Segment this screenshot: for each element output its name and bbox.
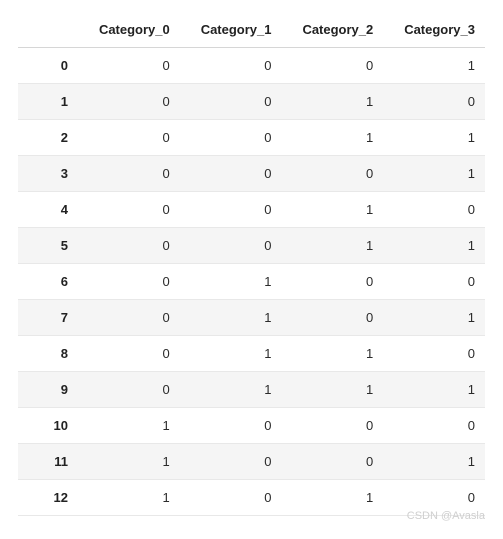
cell: 0: [78, 336, 180, 372]
row-index: 8: [18, 336, 78, 372]
row-index: 5: [18, 228, 78, 264]
row-index: 6: [18, 264, 78, 300]
col-header: Category_1: [180, 12, 282, 48]
cell: 0: [180, 444, 282, 480]
table-row: 2 0 0 1 1: [18, 120, 485, 156]
cell: 0: [383, 336, 485, 372]
table-body: 0 0 0 0 1 1 0 0 1 0 2 0 0 1 1 3 0 0 0 1: [18, 48, 485, 516]
watermark-text: CSDN @Avasla: [407, 510, 485, 522]
cell: 1: [383, 120, 485, 156]
cell: 0: [180, 480, 282, 516]
cell: 0: [78, 372, 180, 408]
table-row: 7 0 1 0 1: [18, 300, 485, 336]
table-row: 8 0 1 1 0: [18, 336, 485, 372]
row-index: 2: [18, 120, 78, 156]
cell: 0: [180, 84, 282, 120]
cell: 0: [180, 156, 282, 192]
cell: 0: [180, 228, 282, 264]
cell: 0: [180, 48, 282, 84]
col-header: Category_2: [282, 12, 384, 48]
table-row: 1 0 0 1 0: [18, 84, 485, 120]
cell: 1: [282, 480, 384, 516]
cell: 1: [180, 336, 282, 372]
cell: 1: [383, 444, 485, 480]
cell: 1: [180, 372, 282, 408]
cell: 0: [282, 264, 384, 300]
cell: 1: [383, 156, 485, 192]
cell: 0: [78, 48, 180, 84]
cell: 1: [78, 480, 180, 516]
cell: 1: [383, 372, 485, 408]
cell: 1: [78, 408, 180, 444]
cell: 0: [383, 408, 485, 444]
cell: 0: [180, 120, 282, 156]
data-table: Category_0 Category_1 Category_2 Categor…: [18, 12, 485, 516]
row-index: 12: [18, 480, 78, 516]
cell: 1: [383, 48, 485, 84]
cell: 1: [282, 228, 384, 264]
col-header: Category_3: [383, 12, 485, 48]
cell: 1: [282, 336, 384, 372]
table-row: 3 0 0 0 1: [18, 156, 485, 192]
table-row: 9 0 1 1 1: [18, 372, 485, 408]
cell: 1: [282, 372, 384, 408]
table-row: 6 0 1 0 0: [18, 264, 485, 300]
cell: 0: [180, 408, 282, 444]
row-index: 7: [18, 300, 78, 336]
row-index: 0: [18, 48, 78, 84]
cell: 0: [282, 48, 384, 84]
row-index: 11: [18, 444, 78, 480]
cell: 1: [180, 300, 282, 336]
row-index: 1: [18, 84, 78, 120]
cell: 0: [180, 192, 282, 228]
cell: 0: [282, 156, 384, 192]
col-header: Category_0: [78, 12, 180, 48]
cell: 0: [78, 84, 180, 120]
row-index: 9: [18, 372, 78, 408]
cell: 1: [282, 192, 384, 228]
cell: 0: [282, 444, 384, 480]
row-index: 4: [18, 192, 78, 228]
cell: 0: [78, 192, 180, 228]
cell: 0: [78, 120, 180, 156]
table-row: 4 0 0 1 0: [18, 192, 485, 228]
table-row: 0 0 0 0 1: [18, 48, 485, 84]
cell: 0: [282, 300, 384, 336]
cell: 0: [78, 264, 180, 300]
header-row: Category_0 Category_1 Category_2 Categor…: [18, 12, 485, 48]
cell: 1: [180, 264, 282, 300]
cell: 0: [383, 264, 485, 300]
cell: 1: [383, 228, 485, 264]
cell: 0: [78, 156, 180, 192]
row-index: 10: [18, 408, 78, 444]
table-row: 5 0 0 1 1: [18, 228, 485, 264]
cell: 0: [78, 228, 180, 264]
index-header: [18, 12, 78, 48]
cell: 1: [282, 120, 384, 156]
cell: 1: [78, 444, 180, 480]
table-row: 10 1 0 0 0: [18, 408, 485, 444]
cell: 0: [282, 408, 384, 444]
cell: 0: [78, 300, 180, 336]
row-index: 3: [18, 156, 78, 192]
table-row: 11 1 0 0 1: [18, 444, 485, 480]
cell: 1: [282, 84, 384, 120]
cell: 1: [383, 300, 485, 336]
cell: 0: [383, 192, 485, 228]
cell: 0: [383, 84, 485, 120]
